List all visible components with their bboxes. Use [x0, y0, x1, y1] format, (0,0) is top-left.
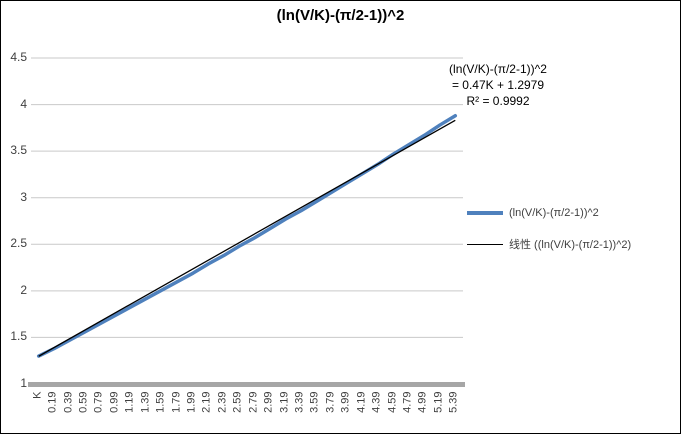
x-axis-tick-label: K — [31, 391, 44, 399]
x-axis-tick-label: 2.99 — [262, 391, 275, 413]
x-axis-tick-label: 2.39 — [216, 391, 229, 413]
plot-area — [31, 57, 463, 385]
trendline-swatch — [467, 243, 503, 245]
x-axis-tick-label: 1.99 — [185, 391, 198, 413]
trendline-annotation: (ln(V/K)-(π/2-1))^2 = 0.47K + 1.2979 R² … — [413, 61, 583, 109]
legend-label-trendline: 线性 ((ln(V/K)-(π/2-1))^2) — [509, 239, 632, 251]
x-axis-tick-label: 2.19 — [200, 391, 213, 413]
legend: (ln(V/K)-(π/2-1))^2 线性 ((ln(V/K)-(π/2-1)… — [467, 207, 679, 269]
x-axis-tick-labels: K 0.19 0.39 0.59 0.79 0.99 1.19 1.39 1.59 1.79 1.9… — [31, 390, 463, 433]
y-axis-tick-label: 2.5 — [10, 236, 27, 251]
y-axis-tick-label: 2 — [20, 282, 27, 297]
x-axis-tick-label: 4.99 — [416, 391, 429, 413]
x-axis-tick-label: 5.19 — [432, 391, 445, 413]
x-axis-tick-label: 4.39 — [370, 391, 383, 413]
series-line-swatch — [467, 211, 503, 215]
x-axis-tick-label: 5.39 — [447, 391, 460, 413]
legend-label-series: (ln(V/K)-(π/2-1))^2 — [509, 207, 599, 219]
trendline-r-squared: R² = 0.9992 — [466, 94, 530, 108]
x-axis-line — [28, 382, 465, 387]
x-axis-tick-label: 4.59 — [386, 391, 399, 413]
y-axis-tick-label: 1.5 — [10, 329, 27, 344]
x-axis-tick-label: 1.59 — [154, 391, 167, 413]
x-axis-tick-label: 0.59 — [77, 391, 90, 413]
x-axis-tick-label: 3.19 — [278, 391, 291, 413]
y-axis-tick-label: 1 — [20, 376, 27, 390]
series-line — [36, 113, 458, 358]
x-axis-tick-label: 3.59 — [308, 391, 321, 413]
x-axis-tick-label: 3.99 — [339, 391, 352, 413]
trendline-annotation-line1: (ln(V/K)-(π/2-1))^2 — [449, 62, 547, 76]
trendline-equation: = 0.47K + 1.2979 — [451, 78, 545, 92]
x-axis-tick-label: 4.19 — [355, 391, 368, 413]
x-axis-tick-label: 0.39 — [62, 391, 75, 413]
y-axis-tick-label: 4 — [20, 96, 27, 111]
legend-item-series: (ln(V/K)-(π/2-1))^2 — [467, 207, 679, 219]
y-axis-tick-label: 3.5 — [10, 143, 27, 158]
x-axis-tick-label: 1.39 — [139, 391, 152, 413]
x-axis-tick-label: 2.59 — [231, 391, 244, 413]
x-axis-tick-label: 3.39 — [293, 391, 306, 413]
x-axis-tick-label: 0.19 — [46, 391, 59, 413]
x-axis-tick-label: 2.79 — [247, 391, 260, 413]
legend-item-trendline: 线性 ((ln(V/K)-(π/2-1))^2) — [467, 236, 679, 252]
y-axis-tick-labels: 4.5 4 3.5 3 2.5 2 1.5 1 — [1, 50, 27, 390]
chart-title: (ln(V/K)-(π/2-1))^2 — [276, 7, 405, 24]
y-axis-tick-label: 3 — [20, 189, 27, 204]
x-axis-tick-label: 4.79 — [401, 391, 414, 413]
y-axis-tick-label: 4.5 — [10, 50, 27, 64]
x-axis-tick-label: 1.19 — [123, 391, 136, 413]
x-axis-tick-label: 0.99 — [108, 391, 121, 413]
x-axis-tick-label: 0.79 — [92, 391, 105, 413]
x-axis-tick-label: 3.79 — [324, 391, 337, 413]
trendline — [38, 119, 456, 357]
x-axis-tick-label: 1.79 — [170, 391, 183, 413]
